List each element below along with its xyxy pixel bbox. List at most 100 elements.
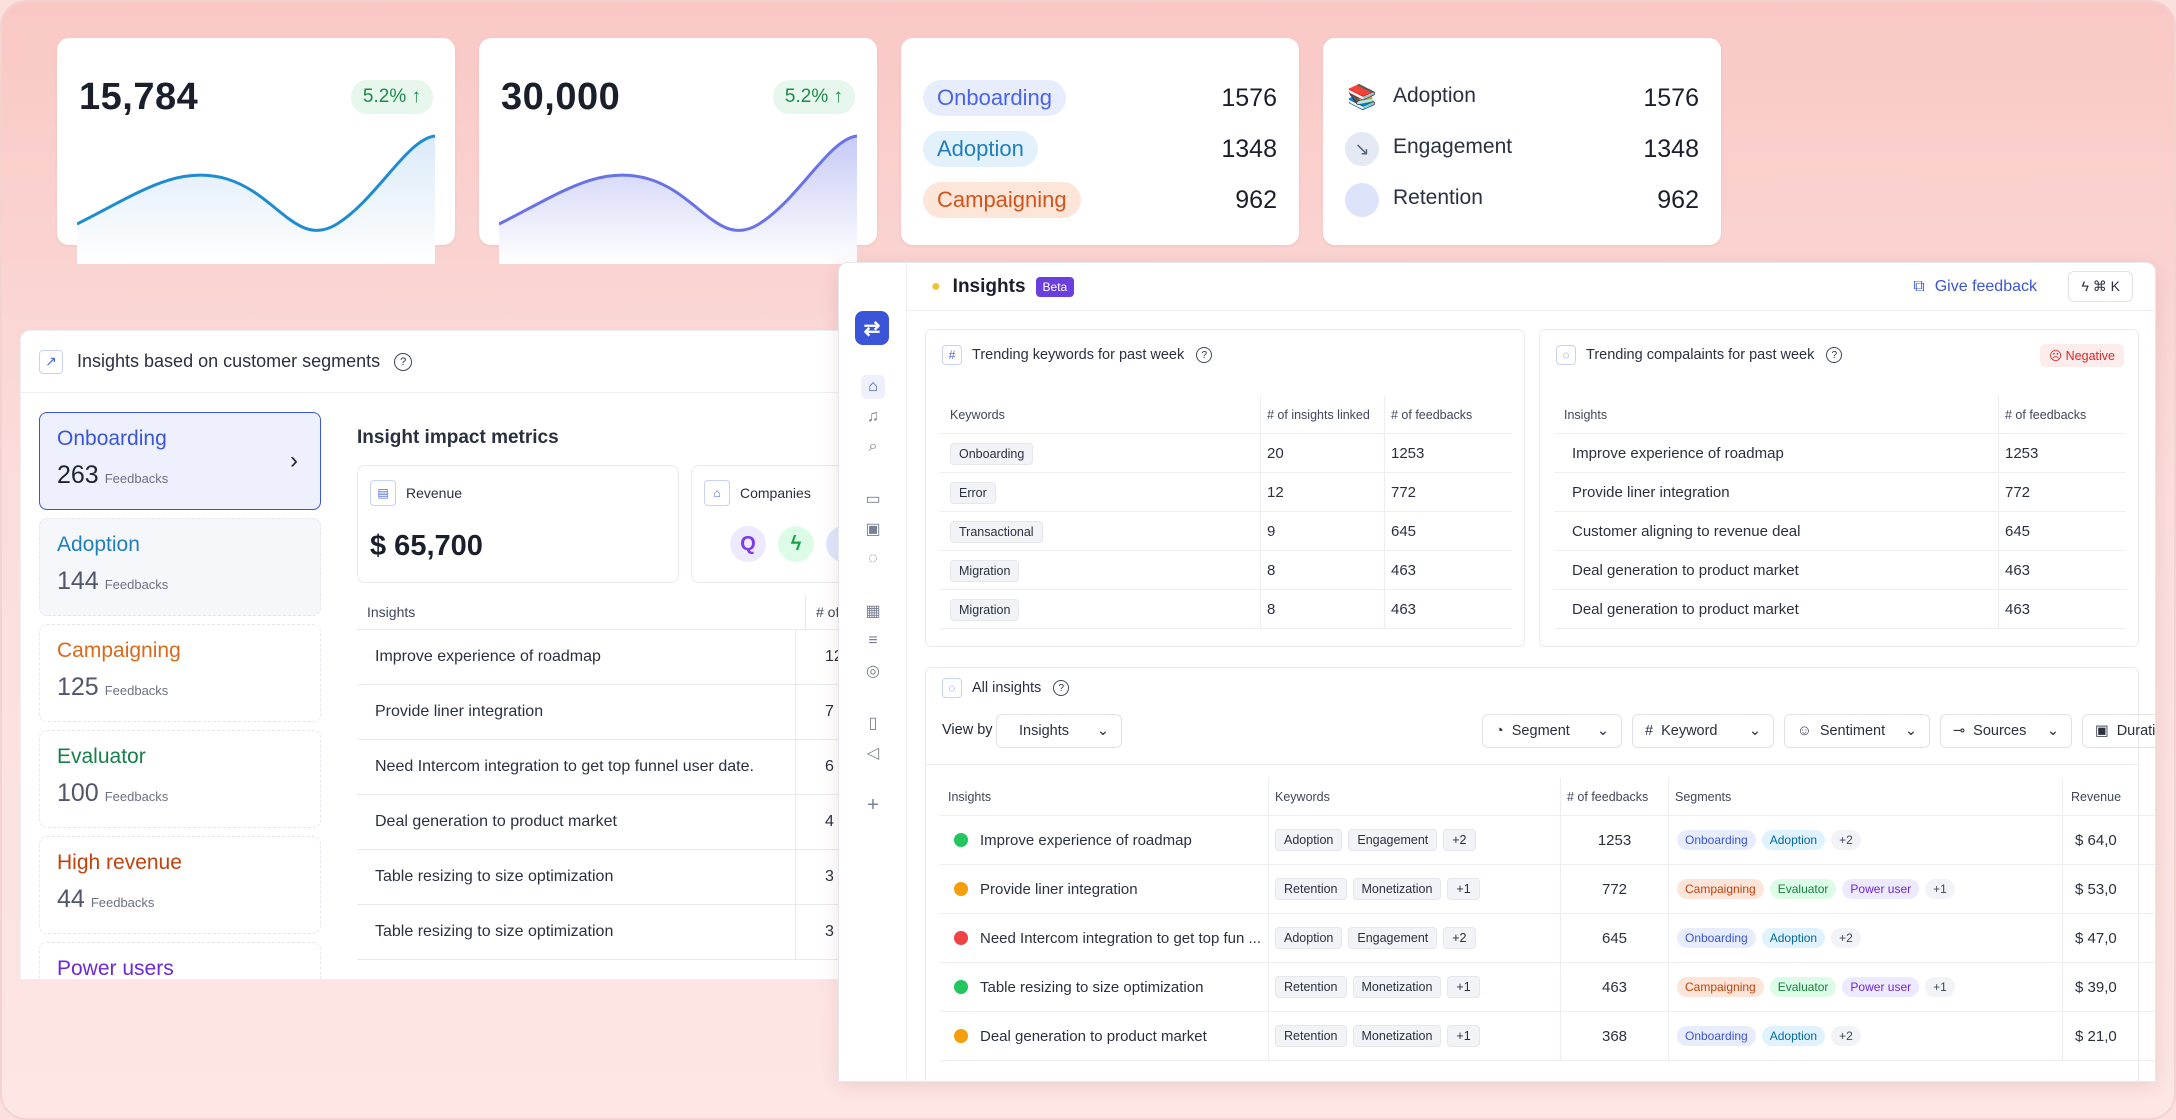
- column-header: Segments: [1668, 777, 2062, 816]
- duration-filter[interactable]: ▣Duration⌄: [2082, 714, 2156, 748]
- table-row[interactable]: Transactional 9 645: [940, 511, 1512, 551]
- complaint-text: Deal generation to product market: [1572, 600, 1799, 618]
- segment-filter[interactable]: ◔ Segment ⌄: [1482, 714, 1622, 748]
- megaphone-icon[interactable]: ◁: [866, 745, 880, 762]
- feedback-count: 463: [1998, 589, 2126, 629]
- icon-count-row: Retention 962: [1345, 180, 1699, 220]
- segment-counts-card: Onboarding 1576 Adoption 1348 Campaignin…: [901, 38, 1299, 245]
- give-feedback-button[interactable]: ⧉ Give feedback: [1913, 278, 2037, 296]
- table-row[interactable]: Improve experience of roadmap 1253: [1554, 433, 2126, 473]
- give-feedback-label: Give feedback: [1934, 277, 2037, 295]
- keyword-tag: Retention: [1275, 976, 1347, 998]
- segment-item-evaluator[interactable]: Evaluator 100 Feedbacks: [39, 730, 321, 828]
- keyword-tag: +1: [1447, 976, 1480, 998]
- companies-card: ⌂ Companies Q ϟ: [691, 465, 839, 583]
- table-row[interactable]: Improve experience of roadmap Adoption En…: [940, 815, 2155, 865]
- column-header: # of feedbacks: [1998, 395, 2126, 434]
- feedback-count: 463: [1384, 589, 1512, 629]
- view-by-select[interactable]: Insights ⌄: [996, 714, 1122, 748]
- command-shortcut-button[interactable]: ϟ ⌘ K: [2068, 271, 2133, 302]
- help-icon[interactable]: ?: [1053, 680, 1070, 696]
- segment-item-high-revenue[interactable]: High revenue 44 Feedbacks: [39, 836, 321, 934]
- segment-chip: Adoption: [1761, 928, 1826, 948]
- segment-pill: Onboarding: [923, 80, 1066, 116]
- keyword-tag: Migration: [950, 598, 1020, 621]
- table-row[interactable]: Table resizing to size optimization Rete…: [940, 962, 2155, 1012]
- sparkline: [499, 134, 858, 264]
- insights-linked: 12: [1260, 472, 1384, 512]
- trending-complaints-panel: ◌ Trending compalaints for past week? ☹ N…: [1539, 329, 2139, 647]
- all-insights-panel: ◌ All insights? View by Insights ⌄ ◔ Segmen…: [925, 667, 2155, 1081]
- sentiment-filter[interactable]: ☺ Sentiment ⌄: [1784, 714, 1930, 748]
- contact-icon[interactable]: ▣: [865, 521, 881, 538]
- table-row[interactable]: Deal generation to product market 463: [1554, 589, 2126, 629]
- table-row[interactable]: Need Intercom integration to get top fun…: [357, 740, 839, 795]
- insight-text: Table resizing to size optimization: [375, 868, 614, 885]
- table-row[interactable]: Migration 8 463: [940, 550, 1512, 590]
- segment-item-adoption[interactable]: Adoption 144 Feedbacks: [39, 518, 321, 616]
- segment-count: 125 Feedbacks: [57, 673, 303, 702]
- table-row[interactable]: Table resizing to size optimization 3: [357, 905, 839, 960]
- table-row[interactable]: Provide liner integration Retention Monet…: [940, 864, 2155, 914]
- segment-chip: Power user: [1842, 977, 1920, 997]
- table-row[interactable]: Error 12 772: [940, 472, 1512, 512]
- stat-value: 30,000: [501, 76, 621, 118]
- table-row[interactable]: Improve experience of roadmap 12: [357, 630, 839, 685]
- segment-item-onboarding[interactable]: Onboarding 263 Feedbacks ›: [39, 412, 321, 510]
- feedback-count: 463: [1998, 550, 2126, 590]
- bell-icon[interactable]: ♫: [867, 408, 879, 425]
- message-icon[interactable]: ▭: [865, 491, 881, 508]
- segment-chip: Onboarding: [1677, 1026, 1756, 1046]
- column-header: # of feedbacks: [1384, 395, 1512, 434]
- revenue-card: ▤ Revenue $ 65,700: [357, 465, 679, 583]
- plus-icon[interactable]: +: [867, 793, 879, 816]
- segment-count: 962: [1235, 185, 1277, 214]
- home-icon[interactable]: ⌂: [861, 375, 885, 399]
- bulb-icon[interactable]: ◌: [868, 550, 878, 567]
- change-badge: 5.2% ↑: [350, 80, 433, 114]
- panel-title: Trending keywords for past week: [972, 347, 1185, 363]
- help-icon[interactable]: ?: [1196, 347, 1213, 363]
- target-icon[interactable]: ◎: [866, 663, 880, 680]
- filter-label: Duration: [2116, 723, 2156, 739]
- icon-count-row: ↘ Engagement 1348: [1345, 129, 1699, 169]
- feedback-count: 4: [825, 813, 834, 830]
- table-icon[interactable]: ▦: [865, 603, 881, 620]
- panel-header: ◌ All insights?: [926, 668, 2138, 708]
- document-icon[interactable]: ▯: [868, 715, 878, 732]
- table-row[interactable]: Deal generation to product market 463: [1554, 550, 2126, 590]
- app-logo[interactable]: ⇄: [855, 311, 889, 345]
- table-row[interactable]: Migration 8 463: [940, 589, 1512, 629]
- help-icon[interactable]: ?: [1826, 347, 1843, 363]
- feedback-count: 3: [825, 868, 834, 885]
- table-row[interactable]: Deal generation to product market Retent…: [940, 1011, 2155, 1061]
- segment-count-unit: Feedbacks: [104, 789, 169, 804]
- column-header: # of feed: [805, 593, 839, 630]
- company-logo: [826, 526, 839, 562]
- icon-count-value: 1576: [1643, 83, 1699, 112]
- beta-badge: Beta: [1035, 276, 1075, 297]
- table-row[interactable]: Onboarding 20 1253: [940, 433, 1512, 473]
- chevron-down-icon: ⌄: [1596, 723, 1609, 739]
- top-bar: ● Insights Beta ⧉ Give feedback ϟ ⌘ K: [907, 263, 2155, 311]
- segment-item-power-users[interactable]: Power users: [39, 942, 321, 979]
- sources-filter[interactable]: ⊸ Sources ⌄: [1940, 714, 2072, 748]
- table-row[interactable]: Customer aligning to revenue deal 645: [1554, 511, 2126, 551]
- segment-chip: +2: [1831, 1026, 1861, 1046]
- table-row[interactable]: Deal generation to product market 4: [357, 795, 839, 850]
- segment-item-campaigning[interactable]: Campaigning 125 Feedbacks: [39, 624, 321, 722]
- feedback-count: 772: [1560, 864, 1668, 914]
- keyword-filter[interactable]: # Keyword ⌄: [1632, 714, 1774, 748]
- roadmap-icon[interactable]: ≡: [868, 632, 878, 649]
- table-row[interactable]: Table resizing to size optimization 3: [357, 850, 839, 905]
- help-icon[interactable]: ?: [394, 352, 413, 371]
- complaint-text: Provide liner integration: [1572, 483, 1730, 501]
- table-row[interactable]: Need Intercom integration to get top fun…: [940, 913, 2155, 963]
- table-row[interactable]: Provide liner integration 772: [1554, 472, 2126, 512]
- table-row[interactable]: Provide liner integration 7: [357, 685, 839, 740]
- search-icon[interactable]: ⌕: [868, 438, 878, 455]
- keyword-tag: Transactional: [950, 520, 1043, 543]
- column-header: Keywords: [950, 407, 1005, 422]
- feedback-count: 1253: [1998, 433, 2126, 473]
- segment-count-value: 125: [57, 673, 99, 701]
